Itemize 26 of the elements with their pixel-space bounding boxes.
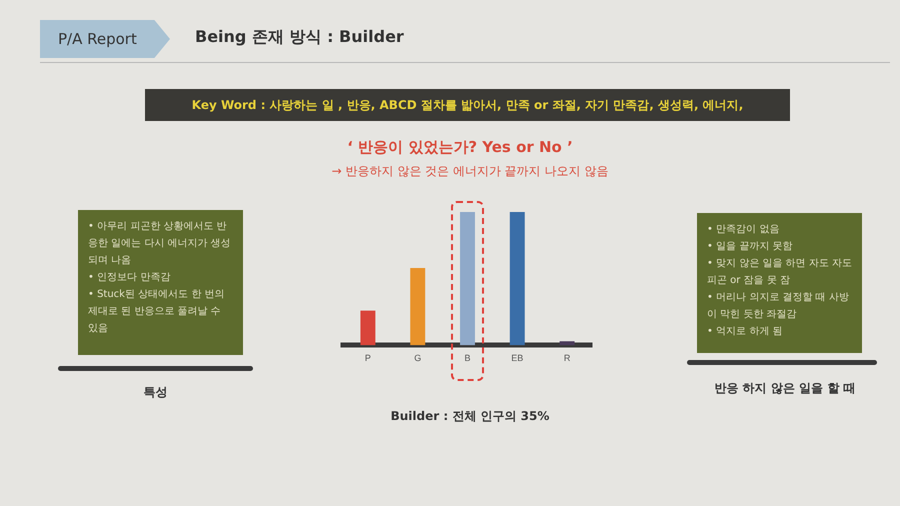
bar	[460, 212, 475, 346]
chart-title: Being 존재 방식 : Builder	[195, 27, 404, 48]
text: • Stuck된 상태에서도 한 번의 제대로 된 반응으로 풀려날 수 있음	[88, 288, 226, 336]
text: Builder : 전체 인구의 35%	[390, 408, 550, 425]
text: • 일을 끝까지 못함	[707, 240, 794, 254]
text: • 맞지 않은 일을 하면 자도 자도 피곤 or 잠을 못 잠	[707, 257, 852, 288]
x-tick-label: R	[564, 353, 571, 364]
x-tick-label: EB	[511, 353, 524, 364]
text: • 만족감이 없음	[707, 223, 780, 237]
bar	[510, 212, 525, 346]
text: → 반응하지 않은 것은 에너지가 끝까지 나오지 않음	[330, 163, 610, 180]
bar	[560, 341, 575, 346]
text: P/A Report	[40, 20, 170, 58]
text: Key Word : 사랑하는 일 , 반응, ABCD 절차를 밟아서, 만족 or 좌절, 자기 만족감, 생성력, 에너지,	[145, 89, 790, 121]
bar	[360, 310, 376, 346]
text: 특성	[142, 384, 168, 401]
text: • 아무리 피곤한 상황에서도 반응한 일에는 다시 에너지가 생성되며 나옴	[88, 220, 232, 268]
bar	[410, 268, 426, 346]
text: • 인정보다 만족감	[88, 271, 172, 285]
text: 반응 하지 않은 일을 할 때	[714, 380, 856, 397]
text: • 머리나 의지로 결정할 때 사방이 막힌 듯한 좌절감	[707, 291, 850, 322]
x-tick-label: G	[414, 353, 422, 364]
text: • 억지로 하게 됨	[707, 325, 784, 339]
chart-subtitle: ‘ 반응이 있었는가? Yes or No ’	[346, 138, 574, 157]
x-tick-label: B	[464, 353, 471, 364]
x-tick-label: P	[364, 353, 371, 364]
